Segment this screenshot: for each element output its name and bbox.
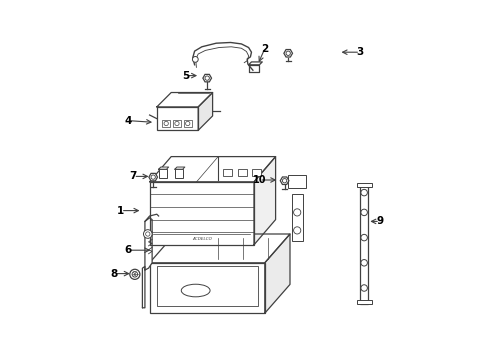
Bar [223, 169, 232, 176]
Circle shape [175, 121, 179, 126]
Polygon shape [149, 157, 275, 182]
Polygon shape [145, 218, 152, 270]
Bar [292, 194, 303, 241]
Text: 6: 6 [124, 245, 132, 255]
Bar [357, 183, 372, 187]
Bar [175, 169, 183, 178]
Polygon shape [248, 62, 262, 65]
Polygon shape [280, 177, 289, 184]
Polygon shape [248, 65, 259, 72]
Circle shape [361, 189, 368, 196]
Polygon shape [265, 234, 290, 313]
Polygon shape [143, 266, 145, 308]
Circle shape [361, 209, 368, 216]
Circle shape [146, 232, 150, 236]
Circle shape [151, 175, 155, 179]
Bar [360, 185, 368, 304]
Circle shape [286, 51, 291, 55]
Text: 4: 4 [124, 116, 132, 126]
Bar [159, 169, 167, 178]
Polygon shape [175, 167, 185, 169]
Text: 10: 10 [253, 175, 266, 185]
Polygon shape [203, 75, 212, 82]
Text: ACDELCO: ACDELCO [192, 237, 212, 241]
Circle shape [294, 227, 301, 234]
Polygon shape [284, 50, 293, 57]
Bar [157, 107, 198, 130]
Polygon shape [254, 157, 275, 245]
Circle shape [361, 234, 368, 241]
Circle shape [144, 230, 152, 238]
Circle shape [193, 57, 198, 62]
Bar [184, 120, 192, 127]
Polygon shape [157, 93, 213, 107]
Text: 1: 1 [117, 206, 124, 216]
Bar [149, 182, 254, 245]
Text: 3: 3 [357, 47, 364, 57]
Circle shape [186, 121, 190, 126]
Text: 2: 2 [261, 44, 269, 54]
Bar [162, 120, 170, 127]
Circle shape [205, 76, 209, 80]
Text: 7: 7 [130, 171, 137, 181]
Polygon shape [159, 167, 169, 169]
Circle shape [282, 179, 287, 183]
Polygon shape [149, 174, 157, 181]
Circle shape [294, 209, 301, 216]
Bar [173, 120, 181, 127]
Bar [149, 263, 265, 313]
Text: 9: 9 [376, 216, 384, 226]
Bar [157, 266, 258, 306]
Polygon shape [198, 93, 213, 130]
Ellipse shape [181, 284, 210, 297]
Circle shape [130, 269, 140, 279]
Bar [238, 169, 247, 176]
Circle shape [132, 271, 138, 277]
Bar [252, 169, 261, 176]
Circle shape [361, 285, 368, 291]
Text: 5: 5 [182, 71, 189, 81]
Circle shape [361, 260, 368, 266]
Bar [288, 175, 306, 188]
Polygon shape [149, 234, 290, 263]
Circle shape [164, 121, 169, 126]
Text: 8: 8 [110, 269, 117, 279]
Bar [357, 300, 372, 304]
